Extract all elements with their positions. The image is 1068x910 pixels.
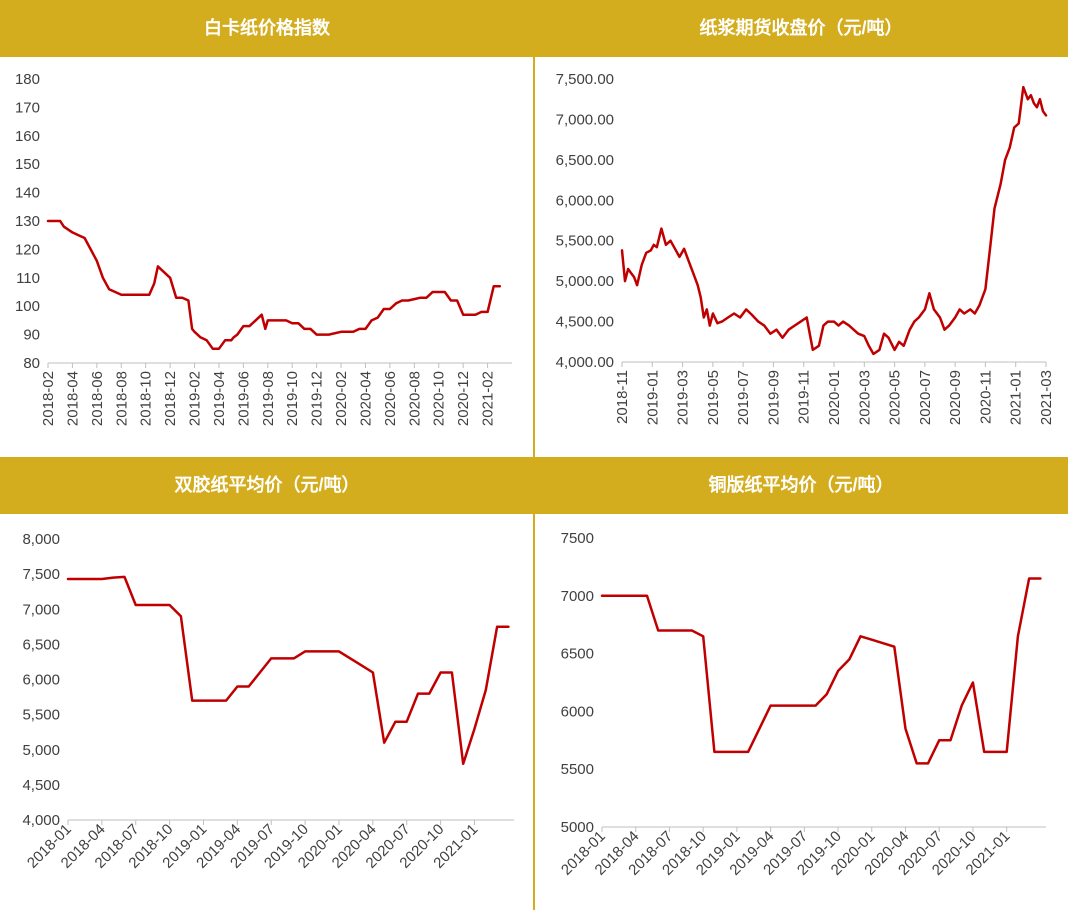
- y-tick-label: 6000: [561, 703, 594, 720]
- x-tick-label: 2018-12: [162, 371, 179, 426]
- x-tick-label: 2018-11: [614, 370, 631, 424]
- series-line: [600, 577, 1042, 765]
- y-tick-label: 7,000.00: [556, 111, 614, 128]
- x-tick-label: 2018-06: [89, 371, 106, 426]
- y-tick-label: 100: [15, 298, 40, 315]
- y-tick-label: 6,500.00: [556, 152, 614, 169]
- y-tick-label: 6,000: [22, 672, 60, 689]
- x-tick-label: 2020-07: [917, 370, 934, 425]
- x-tick-label: 2018-02: [40, 371, 57, 426]
- y-tick-label: 4,000.00: [556, 354, 614, 371]
- x-tick-label: 2019-05: [705, 370, 722, 425]
- series-line: [46, 219, 502, 351]
- series-line: [620, 85, 1048, 356]
- chart-title-offset-paper: 双胶纸平均价（元/吨）: [174, 475, 360, 495]
- chart-title-whiteboard-index: 白卡纸价格指数: [204, 18, 330, 38]
- x-tick-label: 2020-08: [406, 371, 423, 426]
- x-tick-label: 2018-08: [113, 371, 130, 426]
- chart-title-coated-paper: 铜版纸平均价（元/吨）: [708, 475, 894, 495]
- y-tick-label: 170: [15, 99, 40, 116]
- chart-coated-paper: 5000550060006500700075002018-012018-0420…: [558, 530, 1046, 879]
- x-tick-label: 2020-03: [856, 370, 873, 425]
- x-tick-label: 2018-10: [138, 371, 155, 426]
- x-tick-label: 2019-12: [309, 371, 326, 426]
- x-tick-label: 2019-04: [211, 371, 228, 426]
- y-tick-label: 7,500.00: [556, 71, 614, 88]
- y-tick-label: 6,000.00: [556, 192, 614, 209]
- y-tick-label: 130: [15, 213, 40, 230]
- chart-offset-paper: 4,000 4,500 5,000 5,500 6,000 6,500 7,000 7,500…: [22, 531, 514, 872]
- y-tick-label: 5,500: [22, 707, 60, 724]
- y-tick-label: 6,500: [22, 636, 60, 653]
- chart-whiteboard-index: 80 90 100 110 120 130 140 150 160 170 180 2018-02 20…: [15, 71, 512, 426]
- x-tick-label: 2018-04: [64, 371, 81, 426]
- y-tick-label: 160: [15, 128, 40, 145]
- panel-divider-top: [533, 57, 535, 457]
- x-tick-label: 2019-01: [644, 370, 661, 425]
- y-tick-label: 5,500.00: [556, 233, 614, 250]
- y-tick-label: 5,000: [22, 742, 60, 759]
- x-tick-label: 2019-10: [284, 371, 301, 426]
- x-tick-label: 2019-09: [765, 370, 782, 425]
- x-tick-label: 2019-07: [735, 370, 752, 425]
- x-tick-label: 2020-04: [357, 371, 374, 426]
- y-tick-label: 4,500.00: [556, 314, 614, 331]
- x-tick-label: 2020-09: [947, 370, 964, 425]
- y-tick-label: 7,000: [22, 601, 60, 618]
- x-tick-label: 2019-11: [796, 370, 813, 424]
- y-tick-label: 120: [15, 241, 40, 258]
- y-tick-label: 8,000: [22, 531, 60, 548]
- y-tick-label: 180: [15, 71, 40, 88]
- y-tick-label: 110: [16, 270, 40, 287]
- x-tick-label: 2021-03: [1038, 370, 1055, 425]
- x-tick-label: 2021-02: [480, 371, 497, 426]
- x-tick-label: 2020-01: [826, 370, 843, 425]
- x-tick-label: 2019-06: [235, 371, 252, 426]
- x-tick-label: 2019-08: [260, 371, 277, 426]
- y-tick-label: 5000: [561, 819, 594, 836]
- y-tick-label: 4,500: [22, 777, 60, 794]
- chart-title-pulp-futures: 纸浆期货收盘价（元/吨）: [699, 18, 903, 38]
- series-line: [66, 575, 510, 766]
- title-band-bottom: [0, 457, 1068, 514]
- y-tick-label: 90: [23, 327, 40, 344]
- x-tick-label: 2019-02: [187, 371, 204, 426]
- x-tick-label: 2019-03: [675, 370, 692, 425]
- x-tick-label: 2020-12: [455, 371, 472, 426]
- y-tick-label: 5500: [561, 761, 594, 778]
- y-tick-label: 7000: [561, 588, 594, 605]
- y-tick-label: 7,500: [22, 566, 60, 583]
- x-tick-label: 2020-10: [431, 371, 448, 426]
- title-band-top: [0, 0, 1068, 57]
- x-tick-label: 2020-02: [333, 371, 350, 426]
- y-tick-label: 140: [15, 185, 40, 202]
- chart-pulp-futures: 4,000.00 4,500.00 5,000.00 5,500.00 6,000.00…: [556, 71, 1055, 425]
- x-tick-label: 2021-01: [1008, 370, 1025, 425]
- y-tick-label: 7500: [561, 530, 594, 547]
- x-tick-label: 2020-11: [977, 370, 994, 424]
- y-tick-label: 80: [23, 355, 40, 372]
- y-tick-label: 5,000.00: [556, 273, 614, 290]
- y-tick-label: 4,000: [22, 812, 60, 829]
- x-tick-label: 2020-05: [887, 370, 904, 425]
- panel-divider-bottom: [533, 514, 535, 910]
- y-tick-label: 150: [15, 156, 40, 173]
- y-tick-label: 6500: [561, 646, 594, 663]
- x-tick-label: 2020-06: [382, 371, 399, 426]
